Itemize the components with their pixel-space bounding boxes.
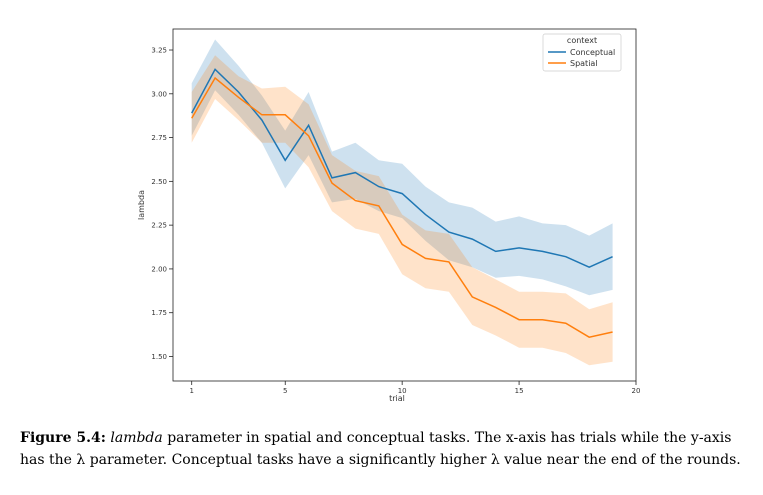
x-tick-label: 20 bbox=[632, 387, 641, 395]
legend-entry-conceptual: Conceptual bbox=[570, 48, 615, 57]
caption-param: lambda bbox=[110, 430, 163, 446]
x-tick-label: 1 bbox=[189, 387, 193, 395]
y-tick-label: 2.25 bbox=[151, 222, 167, 230]
caption-label: Figure 5.4: bbox=[20, 430, 106, 446]
line-conceptual bbox=[191, 68, 613, 269]
y-tick-label: 3.00 bbox=[151, 90, 167, 98]
y-axis-label: lambda bbox=[137, 190, 146, 220]
x-axis-label: trial bbox=[389, 394, 405, 403]
y-tick-label: 2.75 bbox=[151, 134, 167, 142]
x-tick-label: 5 bbox=[283, 387, 287, 395]
x-tick-label: 10 bbox=[398, 387, 407, 395]
series-lines bbox=[191, 68, 613, 338]
legend-box bbox=[542, 33, 622, 72]
band-conceptual bbox=[191, 39, 613, 296]
x-tick-label: 15 bbox=[515, 387, 524, 395]
line-spatial bbox=[191, 76, 613, 338]
y-tick-label: 1.50 bbox=[151, 353, 167, 361]
legend: context Conceptual Spatial bbox=[542, 33, 622, 72]
legend-entry-spatial: Spatial bbox=[570, 59, 598, 68]
legend-title: context bbox=[567, 36, 597, 45]
y-axis-ticks: 1.50 1.75 2.00 2.25 2.50 2.75 3.00 3.25 bbox=[151, 47, 173, 361]
y-tick-label: 2.50 bbox=[151, 178, 167, 186]
y-tick-label: 2.00 bbox=[151, 265, 167, 273]
confidence-bands bbox=[191, 39, 613, 366]
y-tick-label: 3.25 bbox=[151, 47, 167, 55]
y-tick-label: 1.75 bbox=[151, 309, 167, 317]
caption-text: parameter in spatial and conceptual task… bbox=[20, 430, 741, 468]
band-spatial bbox=[191, 55, 613, 366]
line-chart: 1 5 10 15 20 1.501.752.002.252.502.753.003.2… bbox=[137, 28, 640, 403]
plot-area-frame bbox=[172, 28, 637, 382]
x-axis-ticks: 1 5 10 15 20 bbox=[189, 381, 640, 395]
figure-caption: Figure 5.4: lambda parameter in spatial … bbox=[20, 427, 750, 471]
